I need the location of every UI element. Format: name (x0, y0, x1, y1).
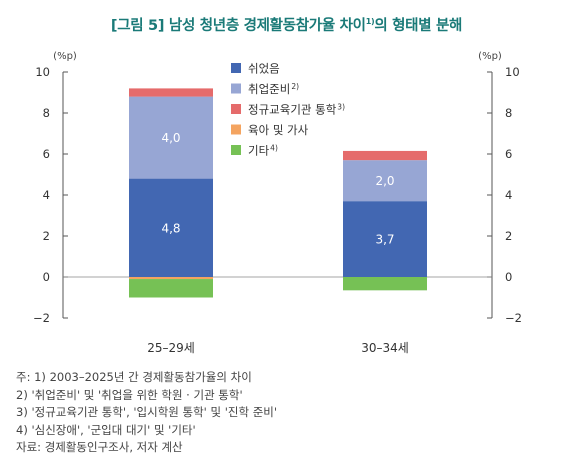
figure-title-tail: 의 형태별 분해 (374, 18, 463, 34)
legend-swatch (231, 63, 241, 73)
legend-footnote: 3) (337, 103, 345, 112)
y-tick-label-left: −2 (33, 311, 50, 325)
legend-swatch (231, 145, 241, 155)
bar-segment (343, 277, 427, 291)
bar-segment (343, 201, 427, 277)
figure-title-footnote: 1) (365, 17, 375, 27)
y-tick-label-right: 0 (505, 270, 512, 284)
legend-label: 기타4) (248, 144, 278, 158)
y-tick-label-left: 0 (43, 270, 50, 284)
y-tick-label-left: 10 (35, 65, 50, 79)
y-tick-label-right: 4 (505, 188, 512, 202)
y-unit-right: (%p) (478, 51, 502, 62)
x-category-label: 25–29세 (147, 341, 195, 355)
bar-segment (129, 277, 213, 280)
y-tick-label-right: 8 (505, 106, 512, 120)
y-tick-label-right: 2 (505, 229, 512, 243)
y-tick-label-right: −2 (505, 311, 522, 325)
bar-segment (129, 279, 213, 298)
legend-label: 취업준비2) (248, 82, 299, 96)
y-tick-label-left: 8 (43, 106, 50, 120)
y-tick-label-left: 4 (43, 188, 50, 202)
legend-swatch (231, 124, 241, 135)
data-label: 4,8 (161, 221, 180, 235)
y-tick-label-left: 6 (43, 147, 50, 161)
y-unit-left: (%p) (53, 51, 77, 62)
figure-notes: 주: 1) 2003–2025년 간 경제활동참가율의 차이 2) '취업준비'… (16, 369, 566, 457)
source-line: 자료: 경제활동인구조사, 저자 계산 (16, 440, 183, 455)
data-label: 2,0 (375, 174, 394, 188)
legend-label: 정규교육기관 통학3) (248, 103, 345, 117)
legend-label: 육아 및 가사 (248, 123, 309, 137)
y-tick-label-right: 6 (505, 147, 512, 161)
bar-segment (129, 178, 213, 277)
x-category-label: 30–34세 (361, 341, 409, 355)
legend-label: 쉬었음 (248, 62, 280, 76)
y-tick-label-left: 2 (43, 229, 50, 243)
figure-title: [그림 5] 남성 청년층 경제활동참가율 차이1)의 형태별 분해 (0, 14, 573, 35)
bar-segment (343, 160, 427, 202)
note-line: 2) '취업준비' 및 '취업을 위한 학원 · 기관 통학' (16, 387, 243, 402)
data-label: 4,0 (161, 131, 180, 145)
legend-swatch (231, 83, 241, 94)
bar-segment (129, 88, 213, 97)
note-line: 4) '심신장애', '군입대 대기' 및 '기타' (16, 422, 196, 437)
note-line: 3) '정규교육기관 통학', '입시학원 통학' 및 '진학 준비' (16, 405, 278, 420)
legend-swatch (231, 104, 241, 114)
figure-title-main: [그림 5] 남성 청년층 경제활동참가율 차이 (110, 18, 366, 34)
bar-segment (129, 96, 213, 179)
legend-footnote: 2) (291, 82, 299, 91)
legend-footnote: 4) (270, 144, 278, 153)
bar-segment (343, 150, 427, 161)
data-label: 3,7 (375, 233, 394, 247)
note-line: 주: 1) 2003–2025년 간 경제활동참가율의 차이 (16, 370, 252, 384)
y-tick-label-right: 10 (505, 65, 520, 79)
